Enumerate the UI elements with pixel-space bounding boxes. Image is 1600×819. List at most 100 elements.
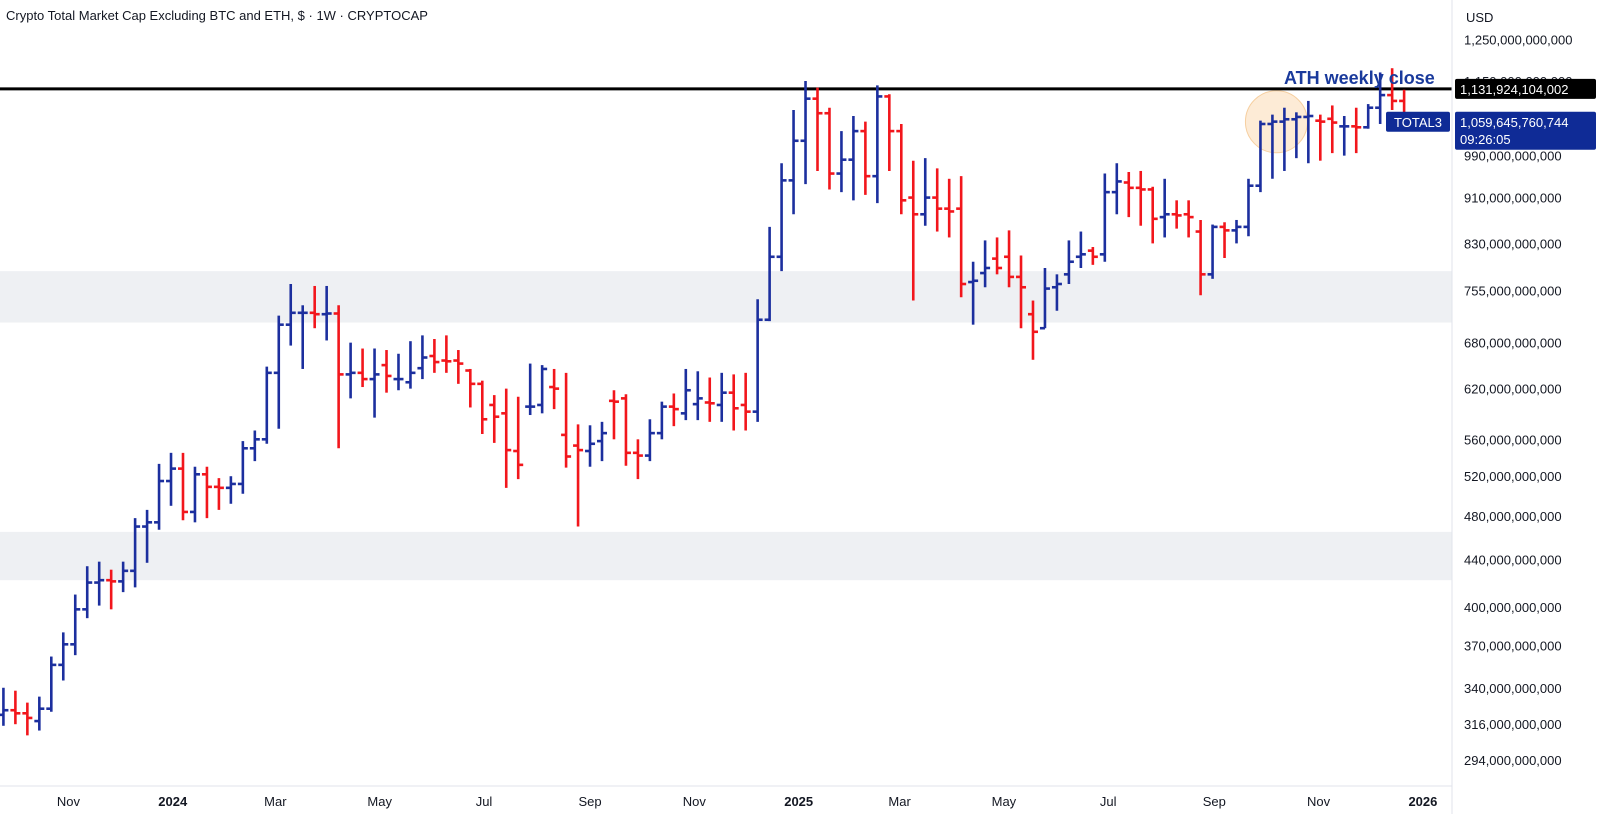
ohlc-bar <box>644 419 655 462</box>
ohlc-bar <box>249 430 260 462</box>
x-tick-label: May <box>367 794 392 809</box>
time-axis[interactable]: Nov 2024 Mar May Jul Sep Nov 2025 Mar May Jul Sep No… <box>0 785 1452 809</box>
ohlc-bar <box>836 131 847 193</box>
ohlc-bar <box>273 315 284 429</box>
ohlc-bar <box>896 123 907 215</box>
ohlc-bar <box>225 476 236 504</box>
x-tick-label: Jul <box>1100 794 1117 809</box>
y-tick-label: 680,000,000,000 <box>1464 336 1562 351</box>
ohlc-bar <box>1171 200 1182 229</box>
y-tick-label: 340,000,000,000 <box>1464 681 1562 696</box>
ohlc-bar <box>860 121 871 195</box>
ohlc-bar <box>381 350 392 393</box>
ohlc-bar <box>1135 170 1146 226</box>
ohlc-bar <box>800 81 811 185</box>
ohlc-bar <box>130 518 141 588</box>
ohlc-bar <box>1004 230 1015 288</box>
last-price-box <box>1455 111 1596 150</box>
support-zones <box>0 271 1452 581</box>
y-tick-label: 620,000,000,000 <box>1464 382 1562 397</box>
y-tick-label: 520,000,000,000 <box>1464 469 1562 484</box>
currency-label: USD <box>1466 10 1493 25</box>
ohlc-bar <box>106 569 117 610</box>
ohlc-bar <box>189 466 200 523</box>
price-bars <box>0 68 1410 736</box>
ohlc-bar <box>417 335 428 380</box>
ohlc-bar <box>10 690 21 725</box>
ohlc-bar <box>716 372 727 422</box>
ohlc-bar <box>537 365 548 414</box>
ohlc-bar <box>1075 231 1086 268</box>
ohlc-bar <box>405 341 416 389</box>
x-tick-label: May <box>992 794 1017 809</box>
ohlc-bar <box>82 566 93 619</box>
ohlc-bar <box>980 240 991 288</box>
ohlc-bar <box>752 299 763 422</box>
ohlc-bar <box>1183 200 1194 238</box>
ohlc-bar <box>620 394 631 466</box>
y-tick-label: 830,000,000,000 <box>1464 236 1562 251</box>
ath-price-label: 1,131,924,104,002 <box>1460 82 1568 97</box>
x-tick-label: 2026 <box>1408 794 1437 809</box>
last-price-label: 1,059,645,760,744 <box>1460 115 1568 130</box>
ath-annotation: ATH weekly close <box>1284 68 1435 88</box>
ohlc-bar <box>22 702 33 736</box>
ohlc-bar <box>237 441 248 494</box>
ohlc-bar <box>58 632 69 681</box>
ohlc-bar <box>1363 104 1374 129</box>
ohlc-bar <box>345 342 356 399</box>
ohlc-bar <box>764 226 775 322</box>
ohlc-bar <box>561 372 572 468</box>
x-tick-label: 2025 <box>784 794 813 809</box>
ohlc-bar <box>1016 255 1027 329</box>
ohlc-bar <box>1027 300 1038 360</box>
ohlc-bar <box>309 285 320 329</box>
ohlc-bar <box>1063 240 1074 285</box>
y-tick-label: 440,000,000,000 <box>1464 552 1562 567</box>
price-labels: 1,131,924,104,002 TOTAL3 1,059,645,760,744… <box>1386 78 1596 150</box>
chart-title: Crypto Total Market Cap Excluding BTC an… <box>6 8 428 23</box>
ohlc-bar <box>944 178 955 238</box>
ohlc-bar <box>297 305 308 369</box>
ohlc-bar <box>142 509 153 563</box>
zone-band-2 <box>0 531 1452 581</box>
y-tick-label: 1,250,000,000,000 <box>1464 33 1572 48</box>
ohlc-bar <box>1315 114 1326 161</box>
x-tick-label: Sep <box>578 794 601 809</box>
ohlc-bar <box>1387 68 1398 111</box>
ohlc-bar <box>1303 100 1314 164</box>
ohlc-bar <box>1375 72 1386 124</box>
ohlc-bar <box>1087 247 1098 265</box>
ohlc-bar <box>776 163 787 272</box>
x-tick-label: Nov <box>1307 794 1331 809</box>
y-tick-label: 370,000,000,000 <box>1464 639 1562 654</box>
ohlc-bar <box>692 371 703 421</box>
ohlc-bar <box>1207 224 1218 279</box>
ohlc-bar <box>632 439 643 480</box>
y-tick-label: 400,000,000,000 <box>1464 600 1562 615</box>
zone-band-1 <box>0 271 1452 323</box>
ohlc-bar <box>1111 163 1122 215</box>
ohlc-bar <box>1159 178 1170 238</box>
ohlc-bar <box>884 94 895 171</box>
symbol-box <box>1386 111 1450 132</box>
ohlc-bar <box>573 424 584 527</box>
countdown-label: 09:26:05 <box>1460 132 1511 147</box>
ohlc-bar <box>549 368 560 410</box>
ohlc-bar <box>872 85 883 204</box>
x-tick-label: Mar <box>888 794 911 809</box>
price-axis[interactable]: USD1,250,000,000,0001,150,000,000,000990… <box>1451 0 1572 814</box>
ohlc-bar <box>70 594 81 656</box>
x-tick-label: Jul <box>476 794 493 809</box>
ohlc-bar <box>154 463 165 530</box>
ohlc-bar <box>992 237 1003 275</box>
ohlc-bar <box>656 401 667 440</box>
ohlc-bar <box>1051 274 1062 311</box>
ohlc-bar <box>956 176 967 298</box>
ohlc-bar <box>1339 116 1350 156</box>
symbol-label: TOTAL3 <box>1394 115 1442 130</box>
ohlc-bar <box>321 285 332 341</box>
ohlc-bar <box>34 696 45 731</box>
